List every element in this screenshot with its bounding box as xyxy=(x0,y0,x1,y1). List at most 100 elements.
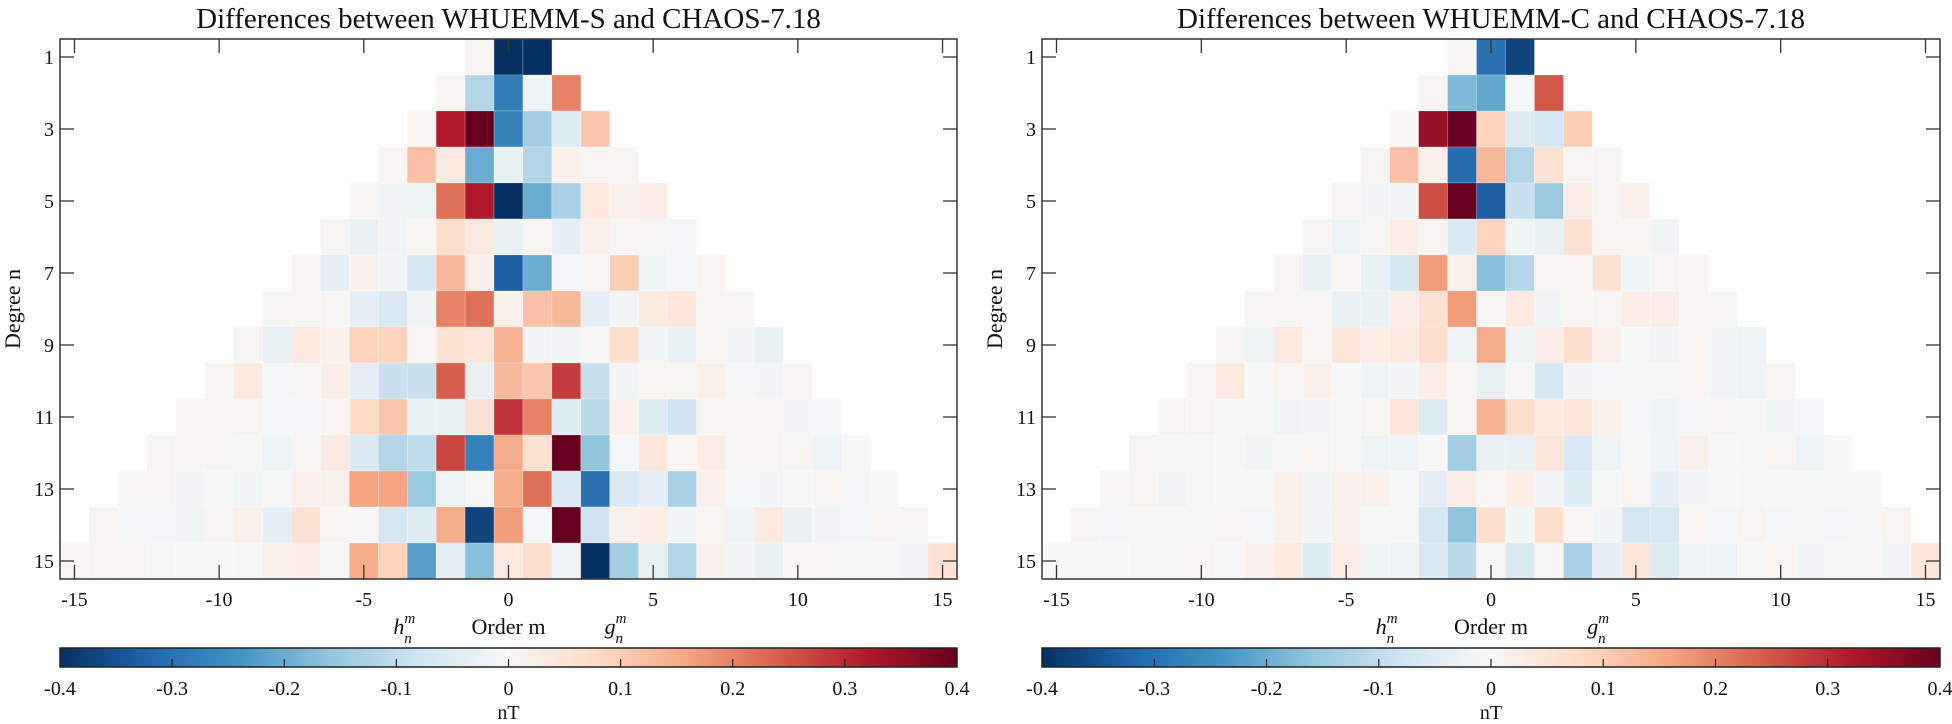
g-coefficient-label-sup: m xyxy=(1598,611,1609,627)
cell-n15-m8 xyxy=(1708,543,1737,579)
cell-n5-m3 xyxy=(1563,183,1592,219)
cell-n12-m6 xyxy=(668,435,697,471)
cell-n14-m-3 xyxy=(1390,507,1419,543)
cell-n7-m-4 xyxy=(1361,255,1390,291)
cell-n9-m-1 xyxy=(1448,327,1477,363)
g-coefficient-label-sub: n xyxy=(615,631,623,647)
cell-n8-m3 xyxy=(581,291,610,327)
cell-n12-m-2 xyxy=(436,435,465,471)
cell-n11-m7 xyxy=(1679,399,1708,435)
cell-n14-m-10 xyxy=(205,507,234,543)
cell-n9-m-9 xyxy=(1216,327,1245,363)
cell-n7-m4 xyxy=(1592,255,1621,291)
cell-n5-m-3 xyxy=(1390,183,1419,219)
cell-n14-m4 xyxy=(610,507,639,543)
cell-n14-m1 xyxy=(1505,507,1534,543)
cell-n7-m-6 xyxy=(320,255,349,291)
cell-n15-m1 xyxy=(523,543,552,579)
cell-n12-m4 xyxy=(610,435,639,471)
cell-n14-m11 xyxy=(812,507,841,543)
cell-n12-m10 xyxy=(1766,435,1795,471)
cell-n14-m-13 xyxy=(1100,507,1129,543)
cell-n9-m-3 xyxy=(407,327,436,363)
cell-n13-m13 xyxy=(870,471,899,507)
cell-n5-m4 xyxy=(610,183,639,219)
cell-n12-m-11 xyxy=(1158,435,1187,471)
x-tick-label: 10 xyxy=(788,589,808,611)
y-tick-label: 13 xyxy=(1016,479,1036,501)
cell-n14-m1 xyxy=(523,507,552,543)
cell-n11-m0 xyxy=(494,399,523,435)
cell-n14-m12 xyxy=(841,507,870,543)
cell-n10-m5 xyxy=(1621,363,1650,399)
cell-n13-m-3 xyxy=(1390,471,1419,507)
cell-n8-m1 xyxy=(523,291,552,327)
g-coefficient-label-base: g xyxy=(605,614,616,639)
cell-n6-m3 xyxy=(1563,219,1592,255)
cell-n12-m5 xyxy=(639,435,668,471)
cell-n7-m5 xyxy=(1621,255,1650,291)
colorbar-tick-label: 0 xyxy=(504,678,514,700)
cell-n3-m3 xyxy=(1563,111,1592,147)
cell-n10-m6 xyxy=(1650,363,1679,399)
cell-n14-m-11 xyxy=(1158,507,1187,543)
cell-n9-m-7 xyxy=(291,327,320,363)
cell-n13-m9 xyxy=(1737,471,1766,507)
x-tick-label: -15 xyxy=(1043,589,1070,611)
cell-n6-m2 xyxy=(1534,219,1563,255)
cell-n2-m-1 xyxy=(1448,75,1477,111)
cell-n6-m-4 xyxy=(1361,219,1390,255)
cell-n13-m2 xyxy=(552,471,581,507)
cell-n10-m7 xyxy=(1679,363,1708,399)
cell-n5-m-5 xyxy=(349,183,378,219)
cell-n5-m2 xyxy=(552,183,581,219)
cell-n9-m-1 xyxy=(465,327,494,363)
x-tick-label: 5 xyxy=(1631,589,1641,611)
cell-n12-m-4 xyxy=(378,435,407,471)
cell-n4-m1 xyxy=(523,147,552,183)
cell-n15-m-14 xyxy=(89,543,118,579)
cell-n4-m1 xyxy=(1505,147,1534,183)
cell-n13-m-8 xyxy=(263,471,292,507)
cell-n14-m8 xyxy=(1708,507,1737,543)
cell-n5-m-3 xyxy=(407,183,436,219)
cell-n10-m3 xyxy=(1563,363,1592,399)
cell-n12-m-1 xyxy=(1448,435,1477,471)
cell-n13-m13 xyxy=(1853,471,1882,507)
cell-n9-m0 xyxy=(494,327,523,363)
cell-n15-m9 xyxy=(754,543,783,579)
cell-n15-m1 xyxy=(1505,543,1534,579)
g-coefficient-label-sub: n xyxy=(1598,631,1606,647)
cell-n5-m-2 xyxy=(436,183,465,219)
cell-n8-m-6 xyxy=(320,291,349,327)
cell-n11-m6 xyxy=(668,399,697,435)
cell-n14-m3 xyxy=(1563,507,1592,543)
cell-n12-m-10 xyxy=(205,435,234,471)
colorbar-tick-label: 0.3 xyxy=(832,678,857,700)
cell-n6-m5 xyxy=(639,219,668,255)
cell-n15-m-1 xyxy=(1448,543,1477,579)
cell-n14-m-1 xyxy=(1448,507,1477,543)
cell-n11-m-2 xyxy=(1419,399,1448,435)
cell-n13-m-4 xyxy=(1361,471,1390,507)
colorbar-tick-label: 0.1 xyxy=(608,678,633,700)
y-tick-label: 5 xyxy=(44,191,54,213)
cell-n3-m-3 xyxy=(407,111,436,147)
y-tick-label: 1 xyxy=(1026,47,1036,69)
cell-n10-m-3 xyxy=(1390,363,1419,399)
cell-n15-m14 xyxy=(899,543,928,579)
cell-n8-m-3 xyxy=(1390,291,1419,327)
colorbar-label: nT xyxy=(1480,702,1502,719)
cell-n4-m-3 xyxy=(407,147,436,183)
cell-n12-m6 xyxy=(1650,435,1679,471)
cell-n9-m5 xyxy=(1621,327,1650,363)
cell-n11-m-11 xyxy=(1158,399,1187,435)
cell-n2-m1 xyxy=(1505,75,1534,111)
cell-n11-m2 xyxy=(552,399,581,435)
cell-n15-m14 xyxy=(1882,543,1911,579)
cell-n7-m6 xyxy=(668,255,697,291)
cell-n12-m8 xyxy=(726,435,755,471)
cell-n3-m0 xyxy=(1477,111,1506,147)
